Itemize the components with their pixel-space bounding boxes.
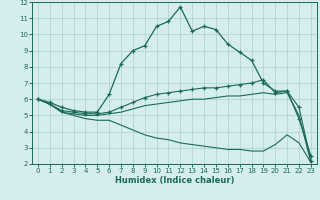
X-axis label: Humidex (Indice chaleur): Humidex (Indice chaleur) (115, 176, 234, 185)
